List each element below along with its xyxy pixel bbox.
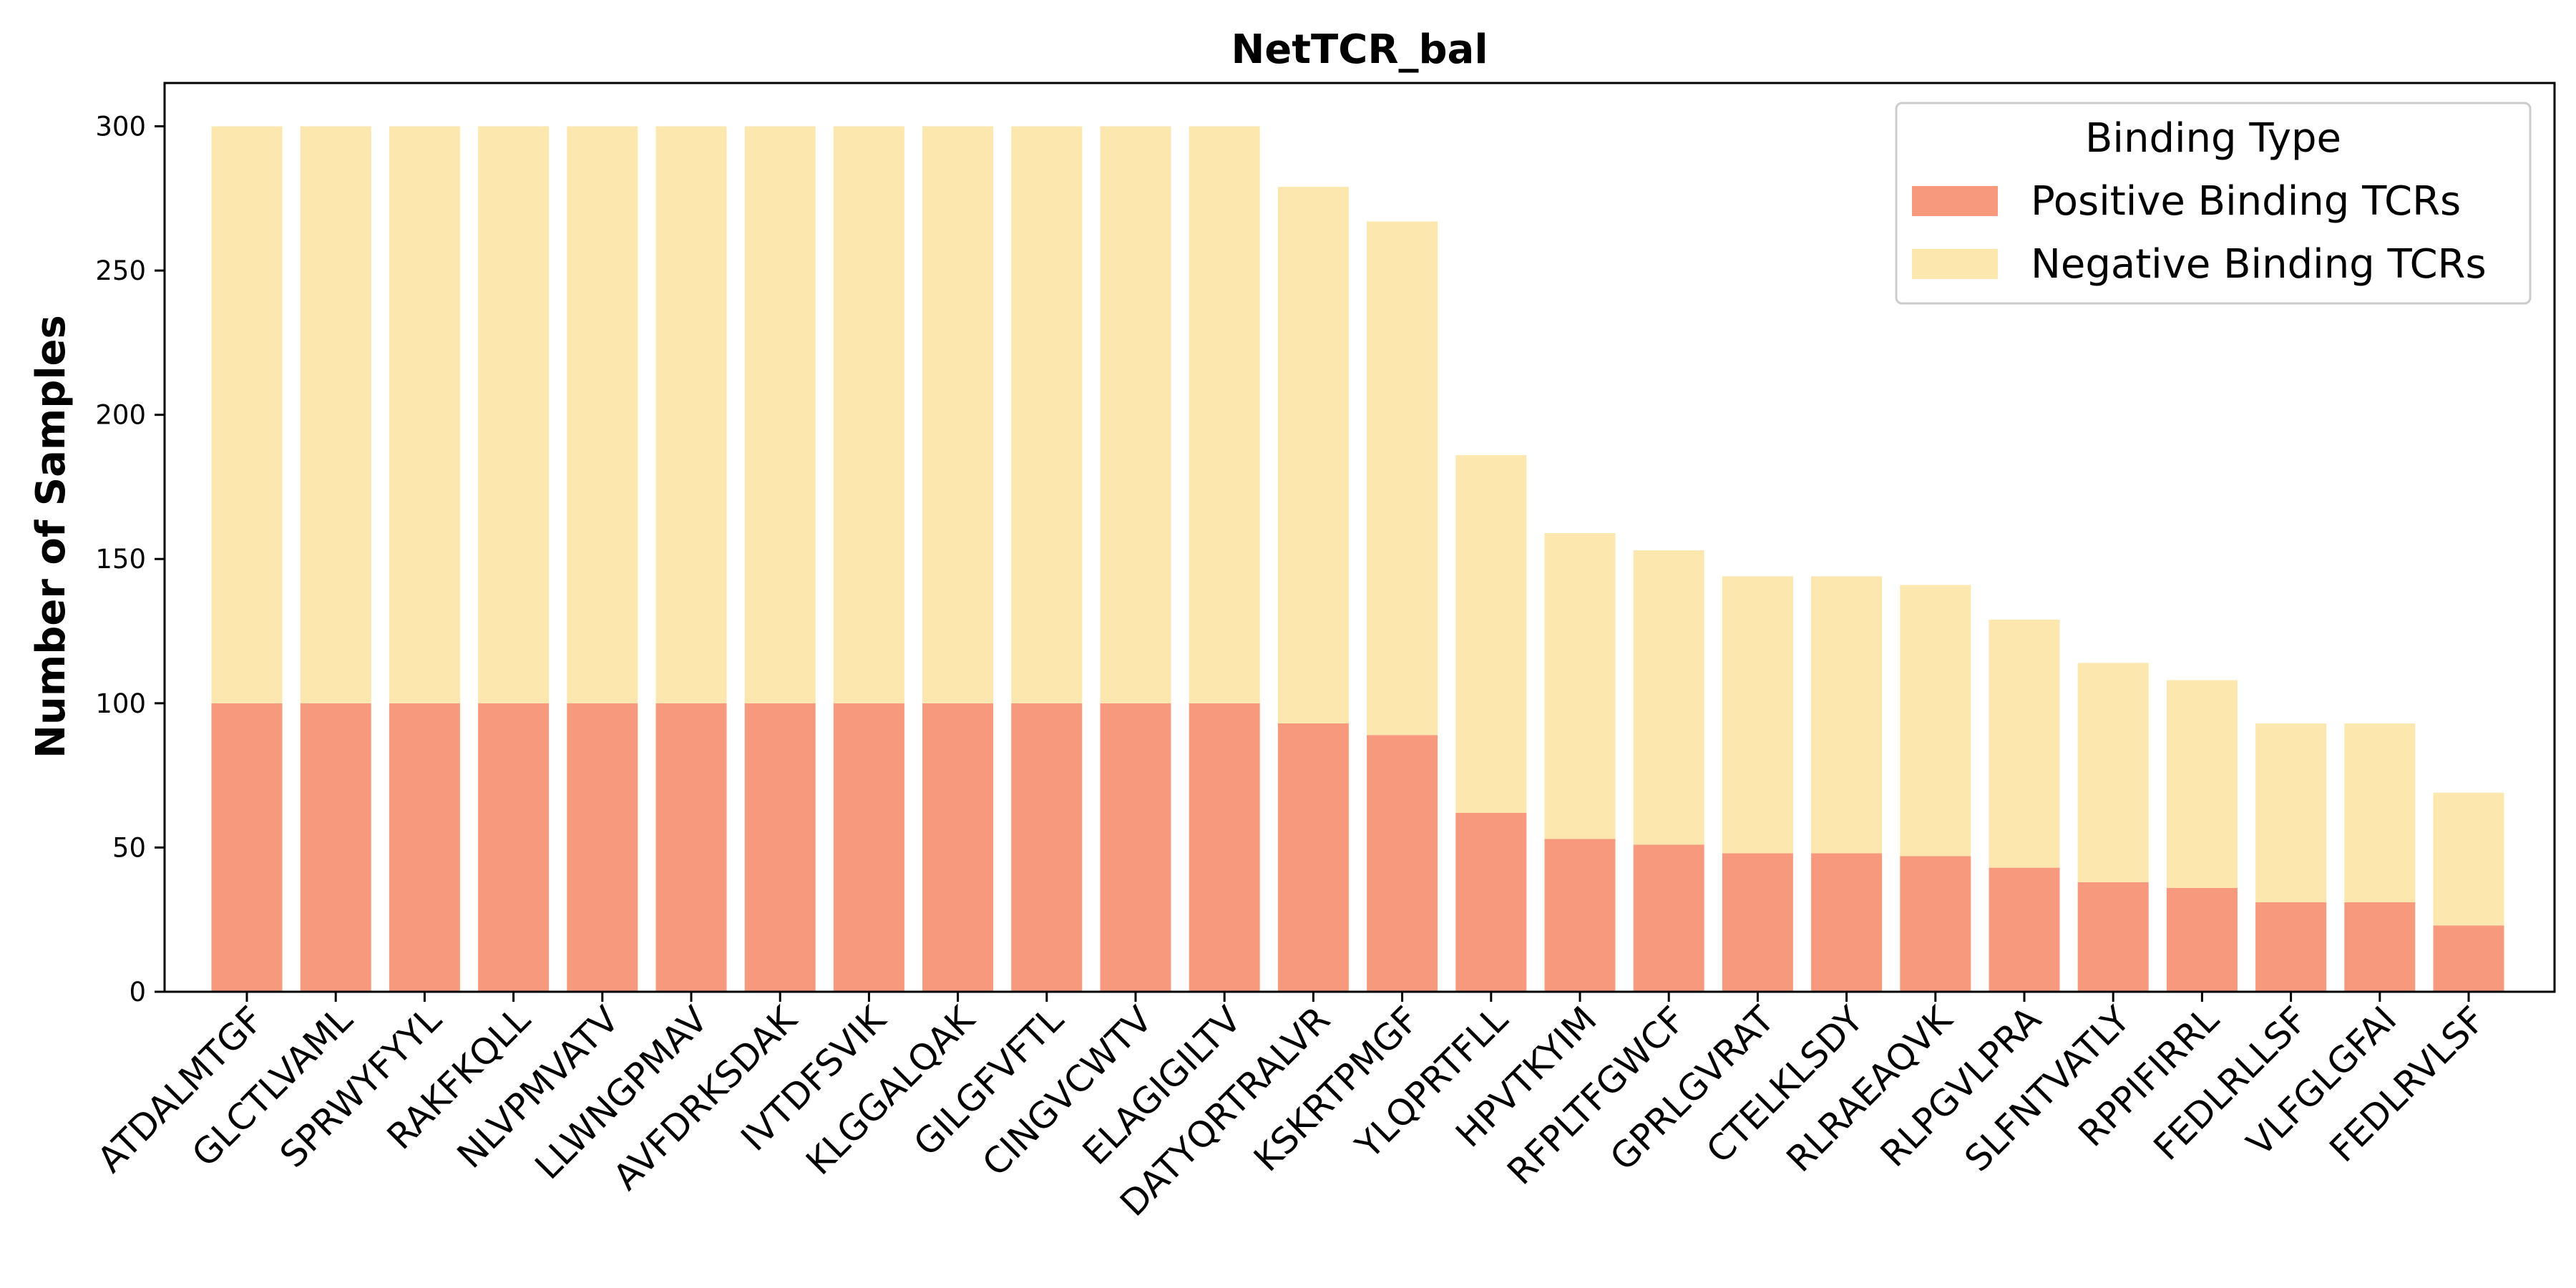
- bar-positive-vlfglgfai: [2344, 902, 2416, 992]
- bar-positive-atdalmtgf: [211, 703, 283, 992]
- bar-negative-ylqprtfll: [1455, 455, 1527, 813]
- bar-negative-rakfkqll: [478, 126, 550, 703]
- bar-positive-slfntvatly: [2077, 882, 2149, 992]
- bar-positive-fedlrllsf: [2255, 902, 2327, 992]
- bars-layer: [211, 126, 2504, 992]
- bar-positive-llwngpmav: [655, 703, 727, 992]
- legend-swatch-negative: [1912, 249, 1998, 279]
- bar-positive-datyqrtralvr: [1277, 723, 1349, 992]
- bar-negative-fedlrllsf: [2255, 723, 2327, 902]
- x-axis: ATDALMTGFGLCTLVAMLSPRWYFYYLRAKFKQLLNLVPM…: [89, 992, 2493, 1224]
- plot-frame: [163, 82, 2556, 993]
- bar-negative-rppifirrl: [2166, 680, 2238, 888]
- bar-positive-fedlrvlsf: [2433, 925, 2504, 992]
- legend-swatch-positive: [1912, 186, 1998, 216]
- bar-negative-elagigiltv: [1189, 126, 1260, 703]
- bar-positive-rakfkqll: [478, 703, 550, 992]
- bar-positive-gilgfvftl: [1011, 703, 1083, 992]
- bar-positive-ylqprtfll: [1455, 813, 1527, 992]
- bar-negative-rfpltfgwcf: [1633, 550, 1704, 845]
- bar-positive-avfdrksdak: [744, 703, 816, 992]
- legend-box: [1895, 102, 2532, 305]
- bar-positive-nlvpmvatv: [567, 703, 638, 992]
- bar-negative-datyqrtralvr: [1277, 187, 1349, 724]
- bar-negative-ivtdfsvik: [833, 126, 904, 703]
- bar-negative-gprlgvrat: [1722, 576, 1793, 854]
- y-axis-label: Number of Samples: [28, 315, 74, 758]
- bar-negative-klggalqak: [922, 126, 994, 703]
- bar-negative-slfntvatly: [2077, 663, 2149, 882]
- legend-title: Binding Type: [2085, 115, 2341, 162]
- bar-positive-cingvcwtv: [1100, 703, 1171, 992]
- y-tick-label: 300: [95, 112, 146, 142]
- y-tick-label: 0: [129, 977, 146, 1008]
- bar-negative-atdalmtgf: [211, 126, 283, 703]
- bar-positive-elagigiltv: [1189, 703, 1260, 992]
- bar-negative-nlvpmvatv: [567, 126, 638, 703]
- y-tick-label: 200: [95, 400, 146, 431]
- legend: Binding Type Positive Binding TCRs Negat…: [1895, 102, 2532, 305]
- bar-negative-ctelklsdy: [1811, 576, 1883, 854]
- bar-positive-rlraeaqvk: [1900, 856, 1971, 992]
- bar-positive-gprlgvrat: [1722, 853, 1793, 992]
- bar-positive-ivtdfsvik: [833, 703, 904, 992]
- y-tick-label: 150: [95, 544, 146, 575]
- bar-positive-rppifirrl: [2166, 887, 2238, 992]
- y-tick-label: 100: [95, 688, 146, 719]
- bar-negative-hpvtkyim: [1544, 533, 1616, 839]
- bar-positive-rlpgvlpra: [1989, 867, 2060, 992]
- bar-negative-gilgfvftl: [1011, 126, 1083, 703]
- bar-positive-ctelklsdy: [1811, 853, 1883, 992]
- y-tick-label: 250: [95, 255, 146, 286]
- bar-negative-rlraeaqvk: [1900, 585, 1971, 857]
- bar-positive-sprwyfyyl: [389, 703, 460, 992]
- legend-label-negative: Negative Binding TCRs: [2031, 241, 2487, 288]
- bar-positive-hpvtkyim: [1544, 839, 1616, 992]
- bar-negative-rlpgvlpra: [1989, 619, 2060, 868]
- bar-negative-sprwyfyyl: [389, 126, 460, 703]
- bar-positive-rfpltfgwcf: [1633, 844, 1704, 992]
- bar-negative-vlfglgfai: [2344, 723, 2416, 902]
- bar-negative-fedlrvlsf: [2433, 792, 2504, 926]
- bar-negative-kskrtpmgf: [1367, 221, 1438, 736]
- bar-positive-klggalqak: [922, 703, 994, 992]
- bar-negative-avfdrksdak: [744, 126, 816, 703]
- y-axis: 0 50 100 150 200 250 300: [95, 112, 165, 1008]
- legend-label-positive: Positive Binding TCRs: [2031, 178, 2461, 225]
- bar-negative-llwngpmav: [655, 126, 727, 703]
- y-tick-label: 50: [112, 832, 146, 863]
- bar-negative-cingvcwtv: [1100, 126, 1171, 703]
- bar-positive-glctlvaml: [300, 703, 371, 992]
- bar-positive-kskrtpmgf: [1367, 735, 1438, 992]
- chart-title: NetTCR_bal: [1231, 26, 1488, 73]
- bar-negative-glctlvaml: [300, 126, 371, 703]
